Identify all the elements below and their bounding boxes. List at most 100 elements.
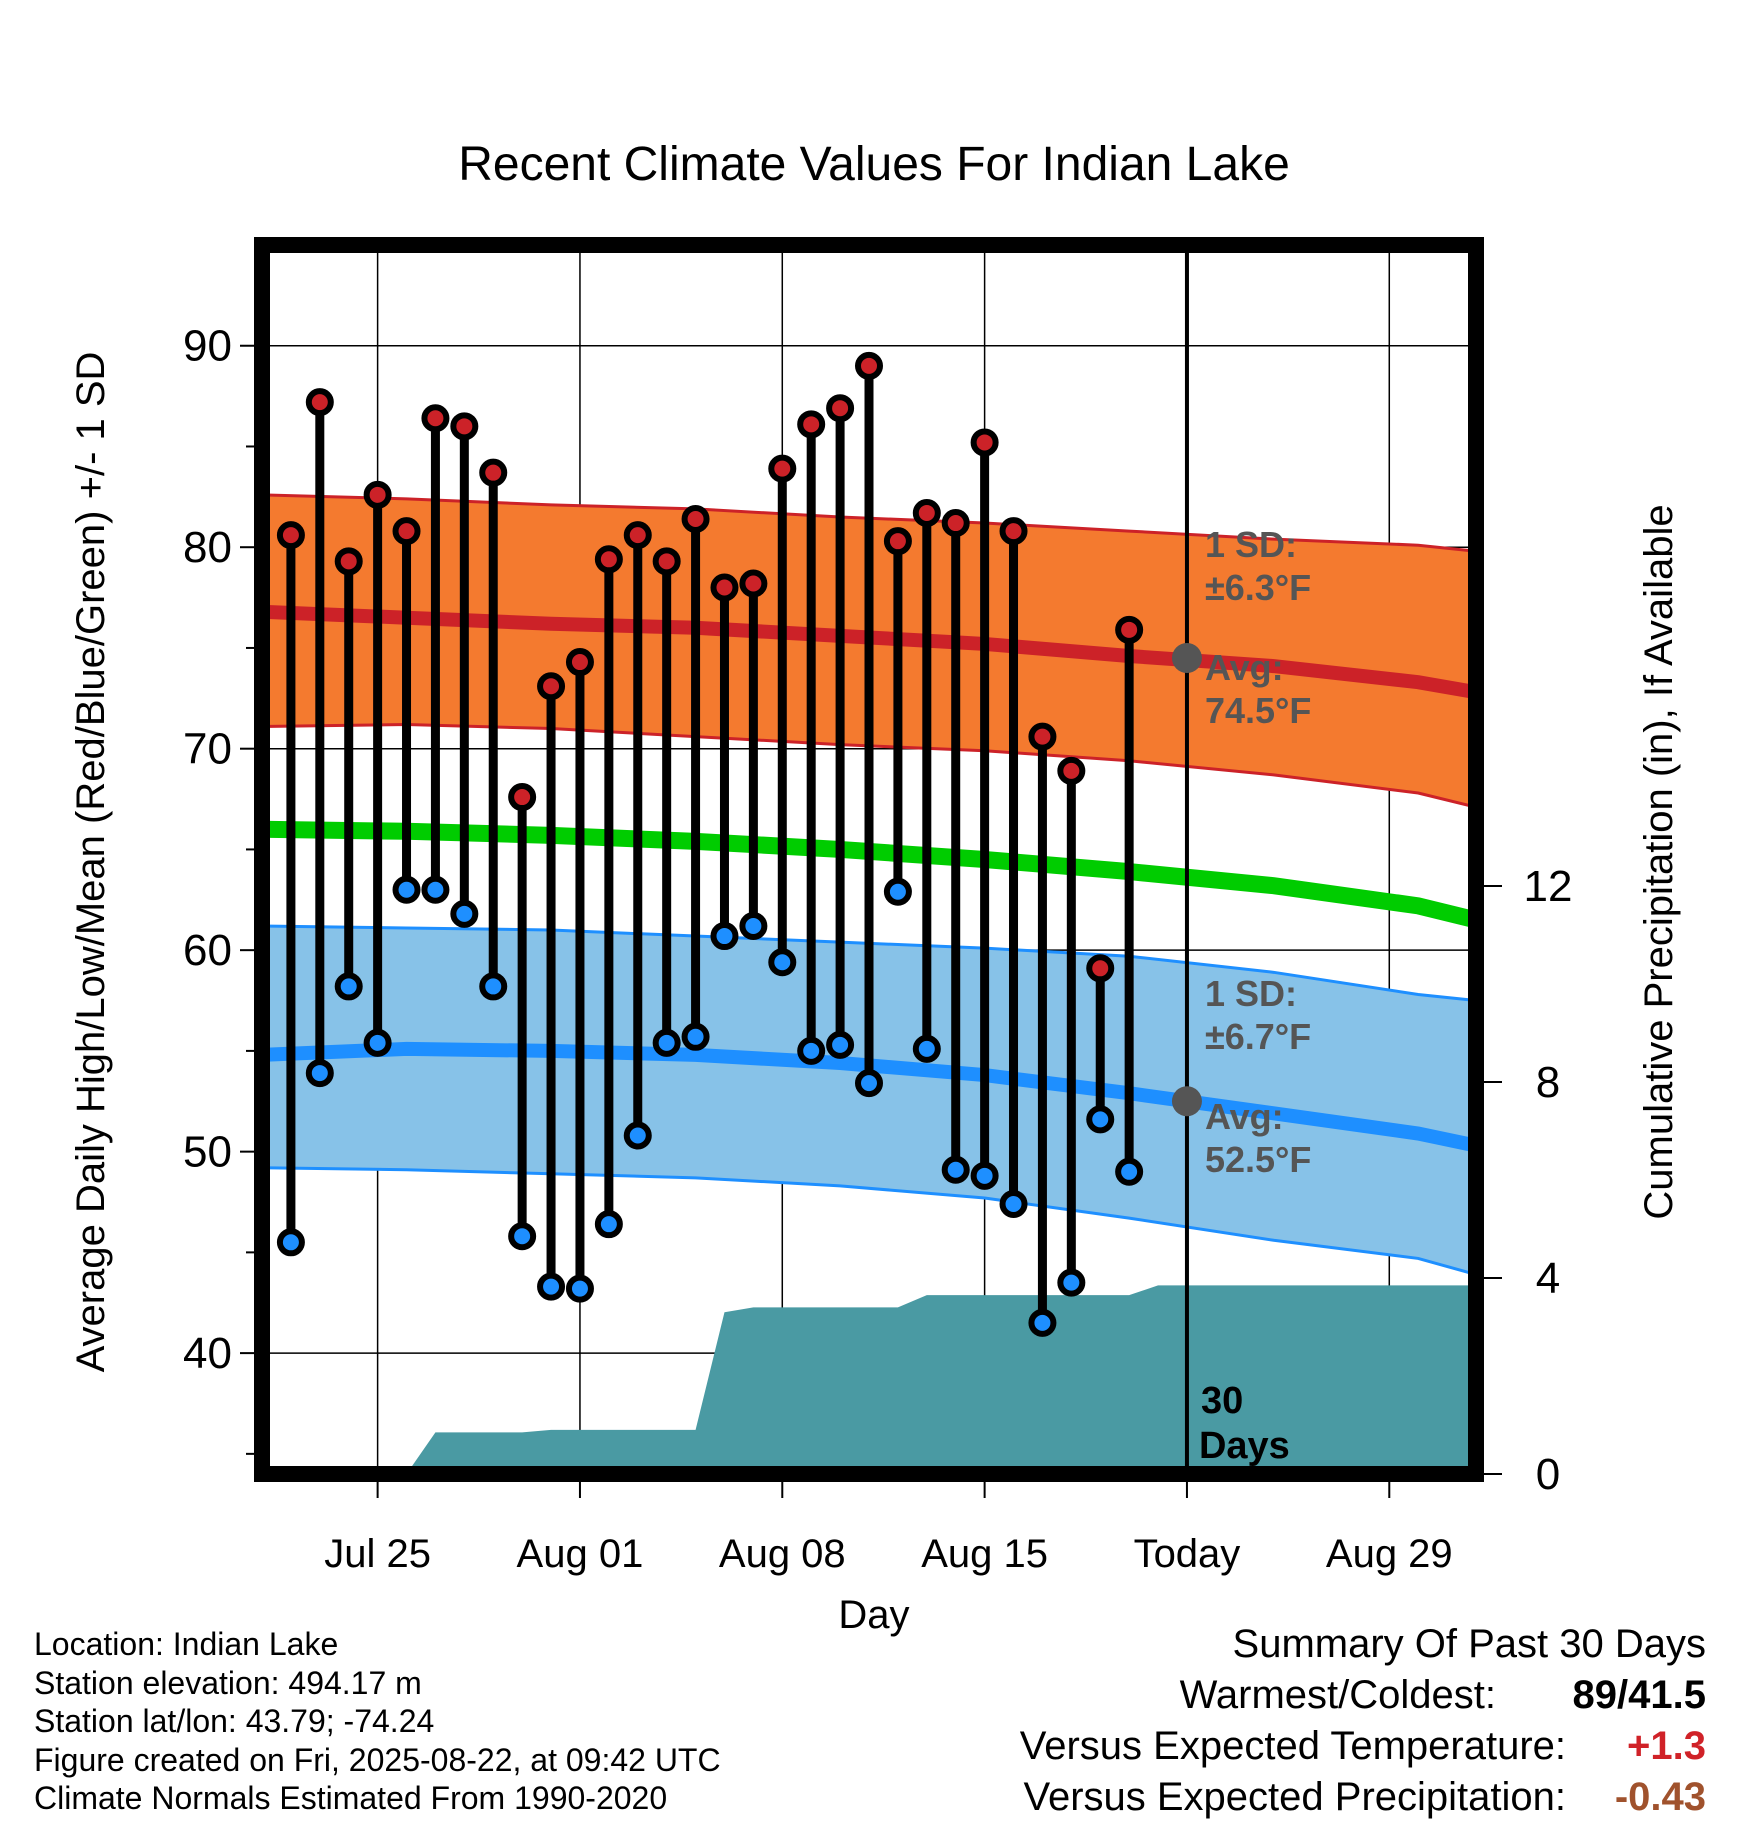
daily-high-point xyxy=(912,498,941,527)
daily-high-point xyxy=(970,428,999,457)
location-text: Location: Indian Lake xyxy=(34,1626,339,1662)
daily-high-point xyxy=(305,388,334,417)
high-avg-label: Avg: xyxy=(1205,647,1284,688)
y-tick-label: 70 xyxy=(183,725,232,774)
low-sd-band xyxy=(262,925,1476,1275)
daily-low-point xyxy=(363,1028,392,1057)
y-tick-label: 80 xyxy=(183,523,232,572)
normals-text: Climate Normals Estimated From 1990-2020 xyxy=(34,1780,668,1816)
y2-tick-label: 8 xyxy=(1536,1058,1560,1107)
y-tick-label: 60 xyxy=(183,926,232,975)
daily-high-point xyxy=(855,351,883,380)
low-sd-label: 1 SD: xyxy=(1205,973,1297,1014)
daily-high-point xyxy=(652,547,681,576)
daily-high-point xyxy=(450,412,479,441)
daily-low-point xyxy=(450,899,479,928)
daily-low-point xyxy=(334,972,363,1001)
x-tick-label: Aug 15 xyxy=(921,1532,1048,1576)
daily-low-point xyxy=(681,1022,710,1051)
elevation-text: Station elevation: 494.17 m xyxy=(34,1664,422,1701)
daily-high-point xyxy=(508,783,537,812)
daily-low-point xyxy=(1057,1268,1086,1297)
daily-high-point xyxy=(768,454,797,483)
daily-low-point xyxy=(305,1059,334,1088)
daily-high-point xyxy=(594,545,623,574)
precip-anomaly-value: -0.43 xyxy=(1614,1775,1706,1819)
created-text: Figure created on Fri, 2025-08-22, at 09… xyxy=(34,1741,721,1778)
x-tick-label: Jul 25 xyxy=(324,1532,431,1576)
daily-high-point xyxy=(565,648,594,677)
daily-high-point xyxy=(826,394,855,423)
low-avg-value: 52.5°F xyxy=(1205,1139,1311,1180)
precip-anomaly-label: Versus Expected Precipitation: xyxy=(1023,1775,1566,1819)
daily-high-point xyxy=(479,458,508,487)
x-axis-label: Day xyxy=(838,1593,909,1637)
daily-low-point xyxy=(392,875,421,904)
high-sd-band-upper-edge xyxy=(262,493,1476,553)
y2-tick-label: 12 xyxy=(1524,862,1573,911)
daily-high-point xyxy=(1115,615,1144,644)
daily-high-point xyxy=(276,521,305,550)
daily-low-point xyxy=(970,1161,999,1190)
warmest-value: 89/41.5 xyxy=(1572,1673,1706,1717)
daily-high-point xyxy=(883,527,912,556)
x-tick-label: Today xyxy=(1134,1532,1241,1576)
high-avg-value: 74.5°F xyxy=(1205,690,1311,731)
low-sd-band-lower-edge xyxy=(262,1166,1476,1276)
high-sd-label: 1 SD: xyxy=(1205,524,1297,565)
daily-low-point xyxy=(855,1069,883,1098)
daily-high-point xyxy=(363,480,392,509)
daily-low-point xyxy=(508,1222,537,1251)
daily-low-point xyxy=(565,1274,594,1303)
y-tick-label: 40 xyxy=(183,1329,232,1378)
warmest-label: Warmest/Coldest: xyxy=(1179,1673,1496,1717)
daily-high-point xyxy=(421,404,450,433)
daily-low-point xyxy=(1115,1157,1144,1186)
x-tick-label: Aug 08 xyxy=(719,1532,846,1576)
x-tick-label: Aug 29 xyxy=(1326,1532,1453,1576)
plot-frame xyxy=(254,237,1484,1482)
y-tick-label: 50 xyxy=(183,1128,232,1177)
summary-title: Summary Of Past 30 Days xyxy=(1232,1622,1706,1666)
daily-high-point xyxy=(710,573,739,602)
today-days-label: 30 xyxy=(1201,1380,1243,1422)
high-sd-value: ±6.3°F xyxy=(1205,567,1311,608)
daily-high-point xyxy=(1057,756,1086,785)
daily-high-point xyxy=(1028,722,1057,751)
low-sd-band-upper-edge xyxy=(262,924,1476,1003)
daily-low-point xyxy=(421,875,450,904)
daily-high-point xyxy=(537,672,566,701)
high-sd-band-lower-edge xyxy=(262,723,1476,809)
daily-low-point xyxy=(941,1155,970,1184)
temp-anomaly-value: +1.3 xyxy=(1627,1724,1706,1768)
y2-tick-label: 4 xyxy=(1536,1254,1560,1303)
daily-low-point xyxy=(797,1036,826,1065)
daily-low-point xyxy=(479,972,508,1001)
daily-low-point xyxy=(999,1190,1028,1219)
daily-high-point xyxy=(739,569,768,598)
daily-low-point xyxy=(623,1121,652,1150)
y2-tick-label: 0 xyxy=(1536,1450,1560,1499)
daily-low-point xyxy=(710,922,739,951)
daily-high-point xyxy=(999,517,1028,546)
daily-low-point xyxy=(594,1210,623,1239)
latlon-text: Station lat/lon: 43.79; -74.24 xyxy=(34,1703,435,1739)
x-tick-label: Aug 01 xyxy=(517,1532,644,1576)
daily-low-point xyxy=(276,1228,305,1257)
daily-low-point xyxy=(883,877,912,906)
low-avg-label: Avg: xyxy=(1205,1096,1284,1137)
axes: 40 50 60 70 80 90 0 4 8 12 Jul 25 Aug 01 Aug 08 Aug 1… xyxy=(183,237,1573,1576)
daily-high-point xyxy=(334,547,363,576)
daily-high-point xyxy=(797,410,826,439)
daily-high-point xyxy=(681,505,710,534)
precip-area xyxy=(377,1285,1476,1474)
station-info: Location: Indian Lake Station elevation:… xyxy=(34,1625,721,1818)
avg-high-line xyxy=(262,604,1476,700)
daily-low-point xyxy=(652,1028,681,1057)
y-axis-label: Average Daily High/Low/Mean (Red/Blue/Gr… xyxy=(69,352,113,1373)
chart-title: Recent Climate Values For Indian Lake xyxy=(458,138,1290,191)
daily-low-point xyxy=(1086,1105,1115,1134)
